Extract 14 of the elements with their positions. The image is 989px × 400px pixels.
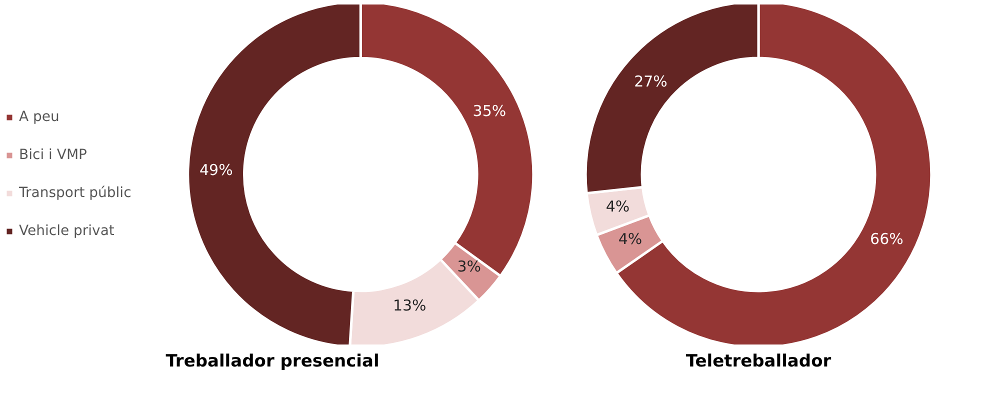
text: Treballador presencial [166, 352, 380, 372]
data-label: 49% [199, 161, 233, 180]
data-label: 3% [457, 258, 482, 276]
data-label: 4% [606, 198, 630, 216]
legend-label: A peu [19, 109, 60, 125]
legend-label: Transport públic [19, 185, 132, 201]
legend-label: Vehicle privat [19, 223, 114, 239]
data-label: 13% [392, 296, 426, 315]
text: Teletreballador [686, 352, 832, 372]
data-label: 27% [634, 72, 668, 90]
data-label: 4% [618, 230, 642, 248]
data-label: 35% [472, 102, 506, 120]
legend-label: Bici i VMP [19, 147, 87, 163]
data-label: 66% [870, 230, 904, 248]
